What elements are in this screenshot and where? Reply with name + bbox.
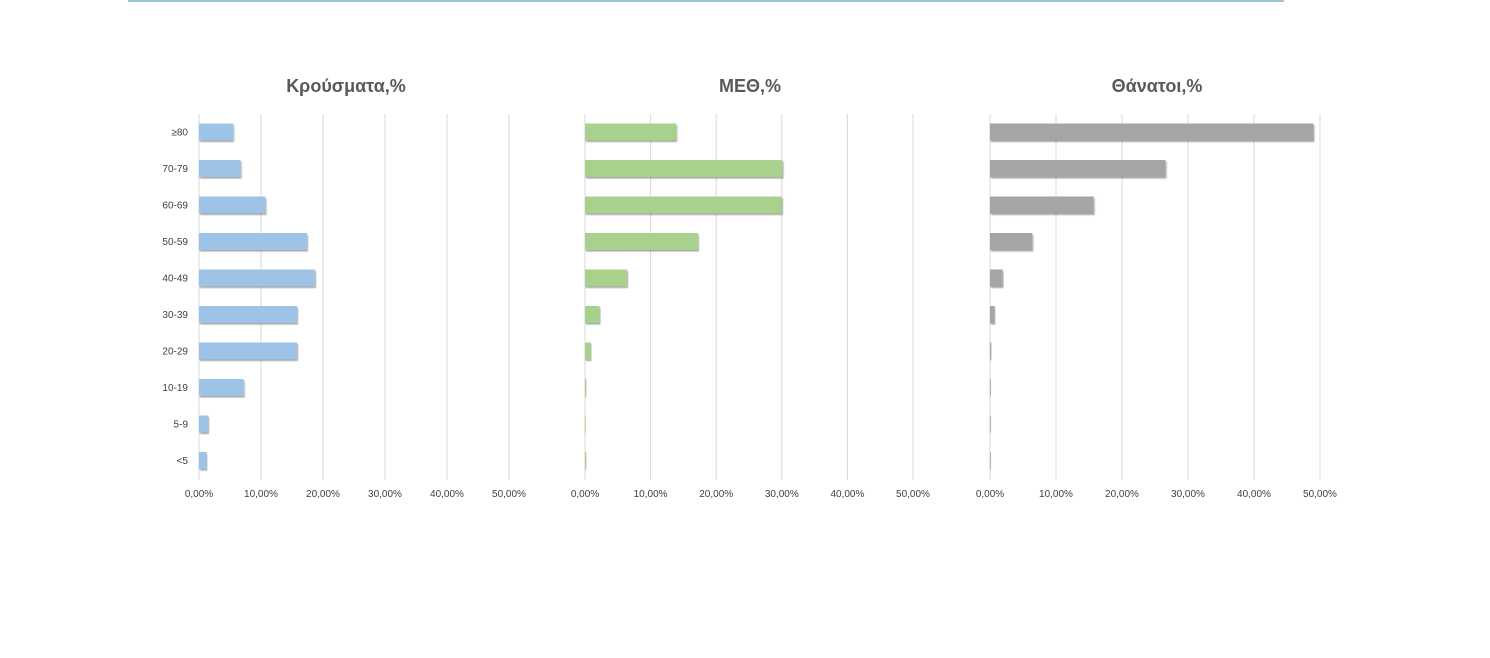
- bar: [199, 160, 241, 177]
- bar: [199, 342, 297, 360]
- x-tick-label: 20,00%: [306, 489, 340, 500]
- bar: [199, 269, 315, 287]
- chart-title: Θάνατοι,%: [1112, 76, 1203, 96]
- x-tick-label: 0,00%: [185, 489, 213, 500]
- x-tick-label: 20,00%: [1105, 489, 1139, 500]
- chart-panel-1: Κρούσματα,% 0,00% 10,00% 20,00% 30,00% 40,00%…: [162, 76, 526, 500]
- category-label: 30-39: [162, 310, 188, 321]
- bar: [585, 379, 587, 396]
- bar: [199, 123, 234, 141]
- chart-panel-3: Θάνατοι,% 0,00% 10,00% 20,00% 30,00% 40,00% 50…: [976, 76, 1337, 500]
- bar: [990, 306, 995, 323]
- bar: [585, 160, 783, 177]
- x-tick-label: 50,00%: [896, 489, 930, 500]
- x-tick-label: 40,00%: [1237, 489, 1271, 500]
- x-tick-label: 30,00%: [368, 489, 402, 500]
- bar: [199, 415, 209, 433]
- bar: [585, 306, 600, 323]
- bar: [199, 196, 266, 214]
- x-tick-label: 30,00%: [765, 489, 799, 500]
- bar: [585, 415, 586, 433]
- category-label: ≥80: [171, 128, 188, 139]
- bar: [990, 196, 1094, 214]
- bar: [585, 123, 677, 141]
- category-label: 60-69: [162, 201, 188, 212]
- chart-panel-2: ΜΕΘ,% 0,00% 10,00% 20,00% 30,00% 40,00% 50,00%: [571, 76, 930, 500]
- bar: [990, 452, 991, 469]
- bar: [990, 123, 1314, 141]
- bar: [990, 269, 1003, 287]
- category-label: 5-9: [174, 420, 189, 431]
- bar: [199, 306, 297, 323]
- bar: [199, 452, 207, 469]
- category-label: 40-49: [162, 274, 188, 285]
- x-tick-label: 10,00%: [634, 489, 668, 500]
- bar: [585, 342, 591, 360]
- bar: [199, 233, 307, 250]
- bar: [199, 379, 244, 396]
- x-tick-label: 40,00%: [830, 489, 864, 500]
- x-tick-label: 0,00%: [976, 489, 1004, 500]
- x-tick-label: 30,00%: [1171, 489, 1205, 500]
- x-tick-label: 20,00%: [699, 489, 733, 500]
- bar: [585, 452, 587, 469]
- category-label: 50-59: [162, 237, 188, 248]
- bar: [585, 233, 698, 250]
- x-tick-label: 50,00%: [1303, 489, 1337, 500]
- bar: [585, 196, 782, 214]
- x-tick-label: 10,00%: [1039, 489, 1073, 500]
- bar: [990, 342, 992, 360]
- category-label: 10-19: [162, 383, 188, 394]
- chart-title: Κρούσματα,%: [286, 76, 406, 96]
- bar: [585, 269, 627, 287]
- category-label: <5: [177, 456, 189, 467]
- bar: [990, 379, 991, 396]
- x-tick-label: 40,00%: [430, 489, 464, 500]
- chart-title: ΜΕΘ,%: [719, 76, 781, 96]
- x-tick-label: 0,00%: [571, 489, 599, 500]
- bar: [990, 233, 1033, 250]
- bar: [990, 415, 991, 433]
- top-rule: [128, 0, 1284, 2]
- bar: [990, 160, 1166, 177]
- category-label: 20-29: [162, 347, 188, 358]
- x-tick-label: 50,00%: [492, 489, 526, 500]
- category-label: 70-79: [162, 164, 188, 175]
- x-tick-label: 10,00%: [244, 489, 278, 500]
